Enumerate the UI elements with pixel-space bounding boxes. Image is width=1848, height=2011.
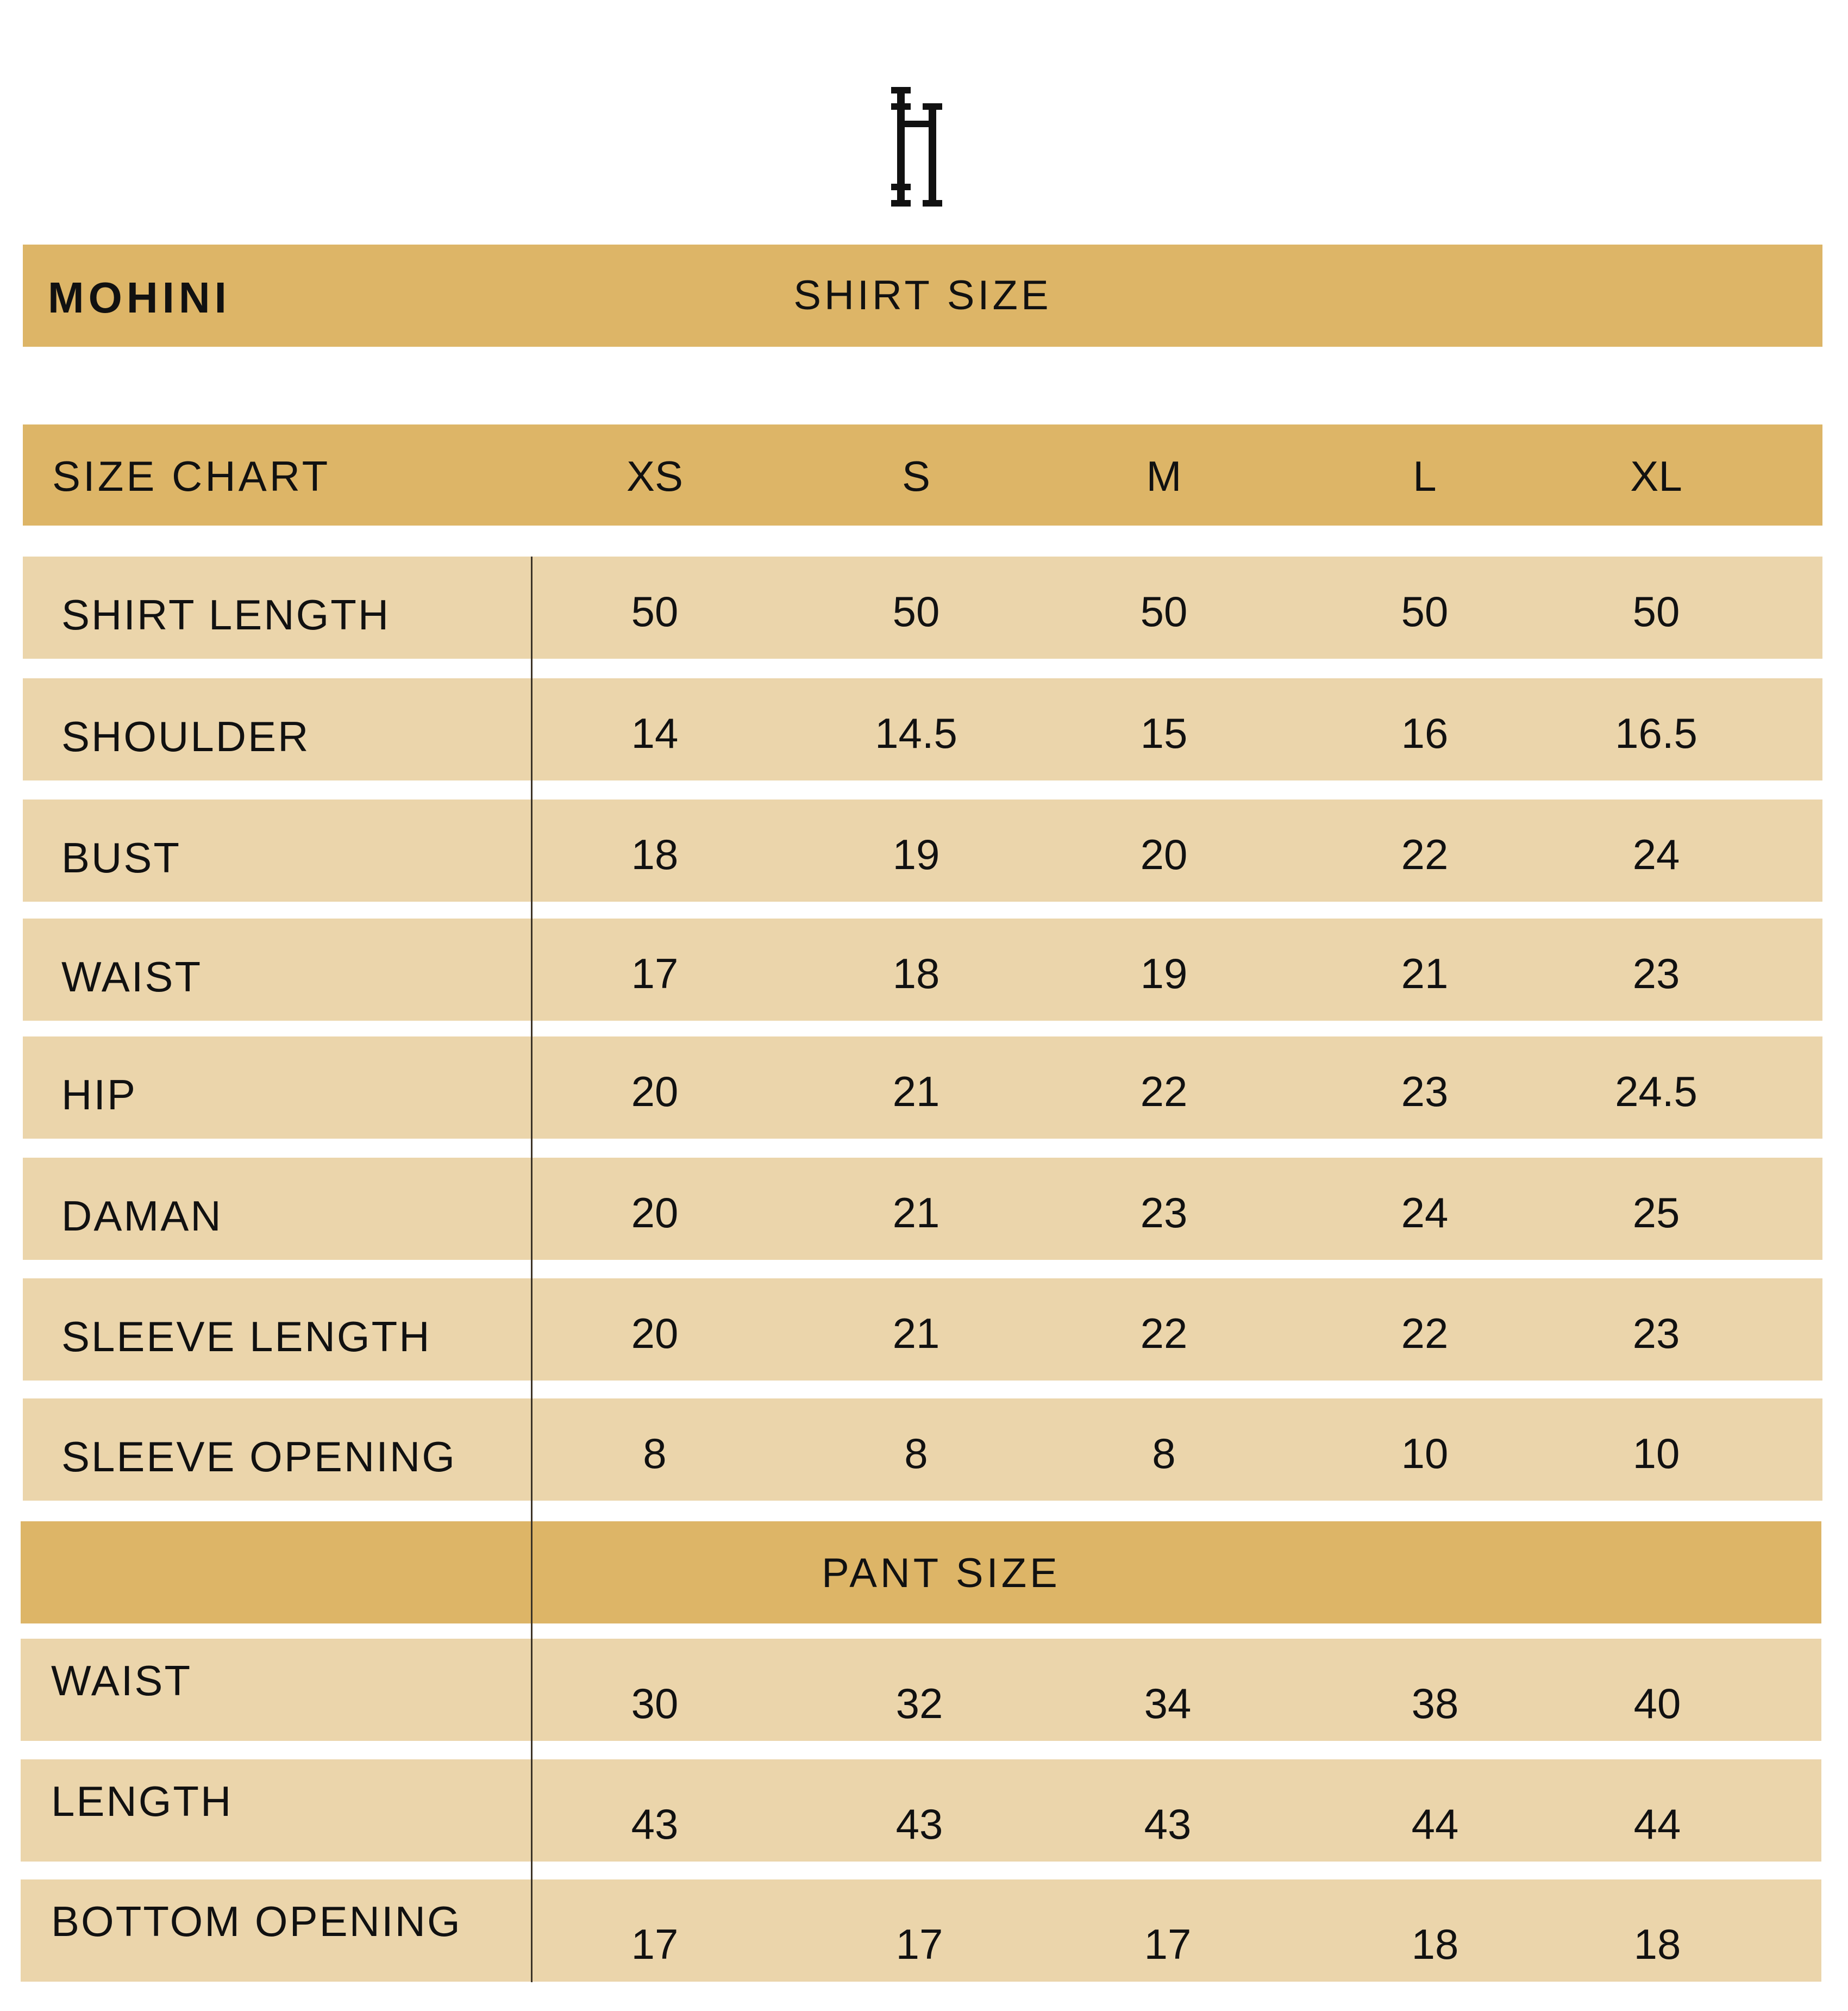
cell-value: 43 (895, 1800, 943, 1848)
column-divider (531, 557, 533, 1982)
cell-value: 18 (892, 950, 940, 997)
size-xl: XL (1630, 452, 1682, 500)
cell-value: 21 (892, 1309, 940, 1357)
size-chart-label: SIZE CHART (52, 452, 331, 500)
cell-value: 32 (895, 1679, 943, 1727)
cell-value: 14.5 (875, 709, 957, 757)
table-row: BOTTOM OPENING 17 17 17 18 18 (21, 1879, 1821, 1982)
cell-value: 19 (892, 830, 940, 878)
cell-value: 22 (1401, 830, 1449, 878)
cell-value: 23 (1401, 1067, 1449, 1115)
row-label: BUST (61, 834, 181, 882)
cell-value: 25 (1632, 1189, 1680, 1236)
row-label: SHIRT LENGTH (61, 591, 391, 639)
cell-value: 24.5 (1615, 1067, 1697, 1115)
cell-value: 23 (1632, 1309, 1680, 1357)
cell-value: 44 (1411, 1800, 1459, 1848)
cell-value: 15 (1140, 709, 1188, 757)
cell-value: 43 (1144, 1800, 1192, 1848)
row-label: DAMAN (61, 1192, 223, 1240)
row-label: WAIST (61, 953, 203, 1001)
cell-value: 19 (1140, 950, 1188, 997)
row-label: HIP (61, 1071, 137, 1119)
cell-value: 23 (1140, 1189, 1188, 1236)
cell-value: 50 (1401, 588, 1449, 635)
pant-section-title: PANT SIZE (822, 1550, 1061, 1596)
row-label: BOTTOM OPENING (51, 1897, 462, 1945)
table-row: SHOULDER 14 14.5 15 16 16.5 (23, 678, 1822, 780)
cell-value: 18 (1633, 1920, 1681, 1968)
cell-value: 22 (1401, 1309, 1449, 1357)
row-label: WAIST (51, 1657, 192, 1704)
pant-header-row: PANT SIZE (21, 1521, 1821, 1623)
table-row: SHIRT LENGTH 50 50 50 50 50 (23, 557, 1822, 659)
cell-value: 20 (631, 1309, 679, 1357)
table-row: LENGTH 43 43 43 44 44 (21, 1759, 1821, 1862)
cell-value: 43 (631, 1800, 679, 1848)
cell-value: 10 (1401, 1429, 1449, 1477)
cell-value: 17 (895, 1920, 943, 1968)
row-label: SLEEVE OPENING (61, 1433, 456, 1481)
cell-value: 22 (1140, 1309, 1188, 1357)
cell-value: 24 (1401, 1189, 1449, 1236)
cell-value: 16 (1401, 709, 1449, 757)
collection-banner: MOHINI SHIRT SIZE (23, 245, 1822, 347)
cell-value: 21 (892, 1189, 940, 1236)
collection-name: MOHINI (48, 273, 231, 322)
cell-value: 8 (904, 1429, 928, 1477)
table-row: DAMAN 20 21 23 24 25 (23, 1158, 1822, 1260)
table-row: WAIST 17 18 19 21 23 (23, 919, 1822, 1021)
cell-value: 38 (1411, 1679, 1459, 1727)
row-label: SLEEVE LENGTH (61, 1313, 431, 1360)
cell-value: 50 (631, 588, 679, 635)
cell-value: 30 (631, 1679, 679, 1727)
cell-value: 16.5 (1615, 709, 1697, 757)
cell-value: 50 (892, 588, 940, 635)
cell-value: 8 (643, 1429, 667, 1477)
size-m: M (1146, 452, 1182, 500)
cell-value: 23 (1632, 950, 1680, 997)
cell-value: 44 (1633, 1800, 1681, 1848)
cell-value: 20 (1140, 830, 1188, 878)
brand-logo (891, 87, 942, 207)
table-row: BUST 18 19 20 22 24 (23, 800, 1822, 902)
cell-value: 50 (1140, 588, 1188, 635)
table-row: SLEEVE LENGTH 20 21 22 22 23 (23, 1278, 1822, 1381)
cell-value: 18 (1411, 1920, 1459, 1968)
section-title: SHIRT SIZE (793, 272, 1052, 318)
cell-value: 14 (631, 709, 679, 757)
size-header-row: SIZE CHART XS S M L XL (23, 424, 1822, 526)
cell-value: 21 (1401, 950, 1449, 997)
size-l: L (1413, 452, 1437, 500)
cell-value: 50 (1632, 588, 1680, 635)
row-label: LENGTH (51, 1777, 233, 1825)
cell-value: 20 (631, 1189, 679, 1236)
table-row: HIP 20 21 22 23 24.5 (23, 1036, 1822, 1139)
cell-value: 24 (1632, 830, 1680, 878)
table-row: SLEEVE OPENING 8 8 8 10 10 (23, 1398, 1822, 1501)
size-s: S (901, 452, 931, 500)
cell-value: 17 (631, 950, 679, 997)
cell-value: 18 (631, 830, 679, 878)
cell-value: 21 (892, 1067, 940, 1115)
cell-value: 10 (1632, 1429, 1680, 1477)
cell-value: 20 (631, 1067, 679, 1115)
cell-value: 17 (631, 1920, 679, 1968)
size-xs: XS (626, 452, 684, 500)
cell-value: 17 (1144, 1920, 1192, 1968)
row-label: SHOULDER (61, 713, 310, 760)
cell-value: 22 (1140, 1067, 1188, 1115)
cell-value: 8 (1152, 1429, 1176, 1477)
cell-value: 40 (1633, 1679, 1681, 1727)
table-row: WAIST 30 32 34 38 40 (21, 1639, 1821, 1741)
cell-value: 34 (1144, 1679, 1192, 1727)
